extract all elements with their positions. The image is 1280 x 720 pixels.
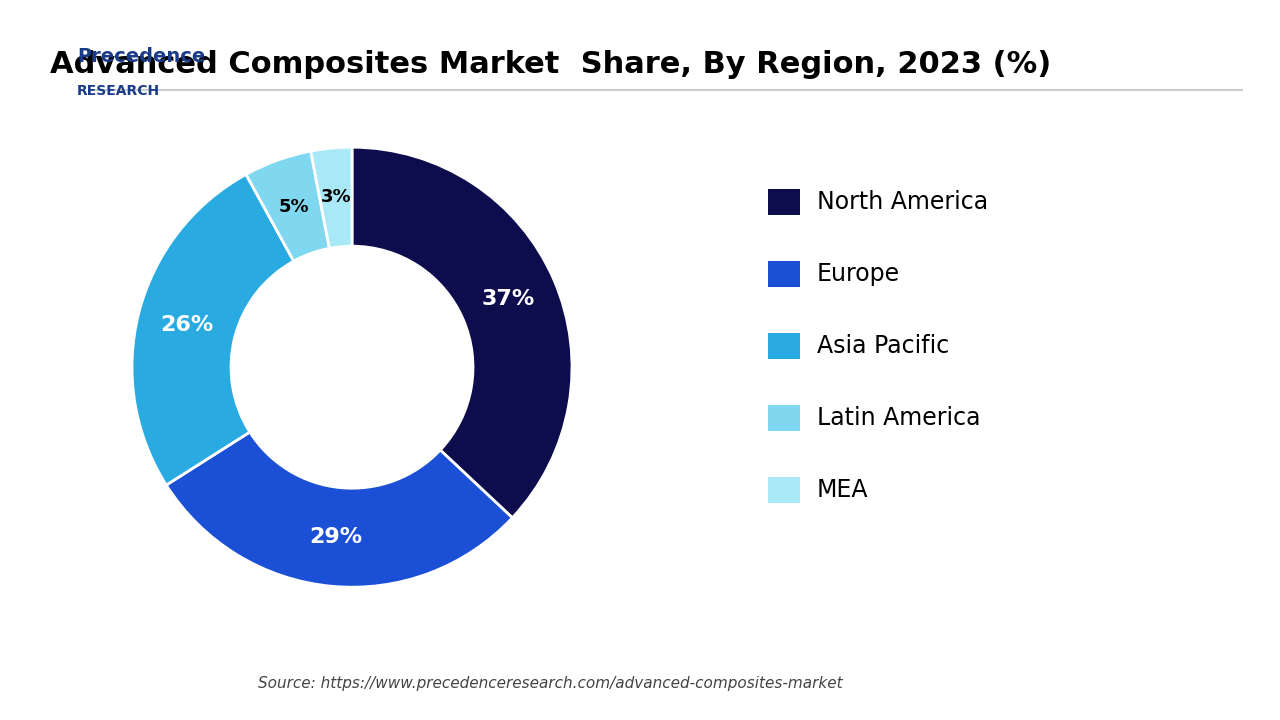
Text: Latin America: Latin America: [817, 405, 980, 430]
Text: RESEARCH: RESEARCH: [77, 84, 160, 98]
Text: Europe: Europe: [817, 261, 900, 286]
Text: Source: https://www.precedenceresearch.com/advanced-composites-market: Source: https://www.precedenceresearch.c…: [259, 676, 842, 691]
Wedge shape: [352, 147, 572, 518]
Wedge shape: [132, 174, 293, 485]
Text: 29%: 29%: [310, 527, 362, 547]
Text: Advanced Composites Market  Share, By Region, 2023 (%): Advanced Composites Market Share, By Reg…: [50, 50, 1051, 79]
Text: Asia Pacific: Asia Pacific: [817, 333, 948, 358]
Wedge shape: [311, 147, 352, 248]
Wedge shape: [166, 432, 512, 588]
Wedge shape: [246, 151, 329, 261]
Text: 26%: 26%: [160, 315, 214, 335]
Text: 37%: 37%: [481, 289, 535, 310]
Text: 3%: 3%: [321, 189, 351, 207]
Text: MEA: MEA: [817, 477, 868, 502]
Text: Precedence: Precedence: [77, 47, 205, 66]
Text: 5%: 5%: [279, 198, 310, 216]
Text: North America: North America: [817, 189, 988, 214]
